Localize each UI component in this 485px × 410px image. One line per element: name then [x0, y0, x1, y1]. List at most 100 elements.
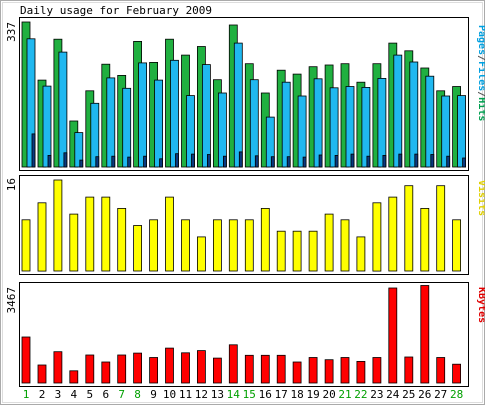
pages-bar — [446, 155, 451, 168]
kbytes-bar — [276, 354, 286, 384]
visits-bar — [308, 230, 318, 272]
visits-bar — [149, 219, 159, 272]
hits-legend: Pages/Files/Hits — [476, 25, 485, 121]
kbytes-bar — [404, 356, 414, 384]
kbytes-bar — [196, 350, 206, 384]
files-bar — [393, 54, 403, 168]
visits-bar — [356, 236, 366, 272]
kbytes-bar — [37, 364, 47, 384]
visits-bar — [165, 196, 174, 272]
kbytes-bar — [133, 352, 143, 384]
legend-entry: KBytes — [476, 287, 485, 323]
kbytes-bar — [308, 357, 318, 384]
files-bar — [58, 51, 68, 168]
legend-entry: / — [476, 55, 485, 61]
visits-bar — [53, 179, 63, 272]
legend-entry: / — [476, 91, 485, 97]
pages-bar — [63, 152, 68, 168]
pages-bar — [31, 133, 36, 168]
pages-bar — [79, 159, 84, 168]
visits-legend: Visits — [476, 180, 485, 216]
kbytes-bar — [181, 352, 190, 384]
pages-bar — [414, 153, 419, 168]
kbytes-bar — [388, 287, 398, 384]
x-tick-label: 13 — [211, 388, 224, 401]
kbytes-bar — [117, 354, 127, 384]
visits-bar — [260, 207, 270, 272]
pages-bar — [175, 153, 179, 168]
kbytes-bar — [85, 354, 95, 384]
files-bar — [297, 95, 307, 168]
visits-ymax-label: 16 — [5, 178, 18, 191]
files-bar — [329, 87, 339, 168]
x-tick-label: 6 — [102, 388, 109, 401]
kbytes-bar — [228, 344, 238, 384]
pages-bar — [111, 155, 116, 168]
files-bar — [122, 87, 132, 168]
files-bar — [441, 95, 451, 168]
pages-bar — [350, 153, 355, 168]
x-tick-label: 28 — [450, 388, 463, 401]
x-tick-label: 10 — [163, 388, 176, 401]
pages-bar — [302, 156, 307, 168]
kbytes-bar — [452, 363, 462, 384]
kbytes-bar — [21, 336, 31, 384]
legend-entry: Visits — [476, 180, 485, 216]
pages-bar — [462, 157, 467, 168]
pages-bar — [191, 153, 195, 168]
pages-bar — [398, 153, 403, 168]
legend-entry: Pages — [476, 25, 485, 55]
pages-bar — [270, 156, 275, 168]
x-tick-label: 17 — [275, 388, 288, 401]
kbytes-bar — [436, 357, 446, 384]
x-tick-label: 4 — [70, 388, 77, 401]
files-bar — [26, 38, 36, 168]
kbytes-bar — [212, 357, 222, 384]
kbytes-ymax-label: 3467 — [5, 287, 18, 314]
x-tick-label: 20 — [322, 388, 335, 401]
x-tick-labels: 1 2 3 4 5 6 7 8 9 10 11 12 13 14 15 16 17 18 19 20 21 22 23 24 2… — [23, 388, 464, 401]
pages-bar — [382, 154, 387, 168]
files-bar — [249, 79, 259, 168]
files-bar — [42, 85, 52, 168]
x-tick-label: 19 — [306, 388, 319, 401]
x-tick-label: 22 — [354, 388, 367, 401]
kbytes-bar — [340, 357, 350, 384]
kbytes-bar — [292, 361, 302, 384]
kbytes-bar — [244, 354, 254, 384]
x-tick-label: 25 — [402, 388, 415, 401]
pages-bar — [254, 155, 259, 168]
visits-bar — [69, 213, 79, 272]
legend-entry: Files — [476, 61, 485, 91]
files-bar — [154, 79, 164, 168]
visits-bar — [276, 230, 286, 272]
kbytes-panel-frame — [19, 282, 469, 387]
x-tick-label: 2 — [39, 388, 46, 401]
files-bar — [186, 95, 195, 168]
x-tick-label: 1 — [23, 388, 30, 401]
visits-bar — [452, 219, 462, 272]
visits-bar — [420, 207, 430, 272]
pages-bar — [430, 154, 435, 168]
pages-bar — [286, 156, 291, 168]
x-tick-label: 5 — [86, 388, 93, 401]
x-tick-label: 18 — [290, 388, 303, 401]
files-bar — [377, 78, 387, 168]
pages-bar — [127, 156, 132, 168]
visits-bar — [117, 207, 127, 272]
files-bar — [90, 102, 100, 168]
hits-ymax-label: 337 — [5, 22, 18, 42]
files-bar — [233, 42, 243, 168]
visits-bar — [37, 202, 47, 272]
pages-bar — [334, 154, 339, 168]
kbytes-bar — [420, 285, 430, 384]
files-bar — [361, 87, 371, 168]
x-tick-label: 16 — [259, 388, 272, 401]
x-tick-label: 7 — [118, 388, 125, 401]
visits-bar — [292, 230, 302, 272]
kbytes-bar — [165, 347, 174, 384]
chart-bars — [21, 21, 467, 384]
kbytes-bar — [149, 357, 159, 384]
pages-bar — [47, 154, 52, 168]
